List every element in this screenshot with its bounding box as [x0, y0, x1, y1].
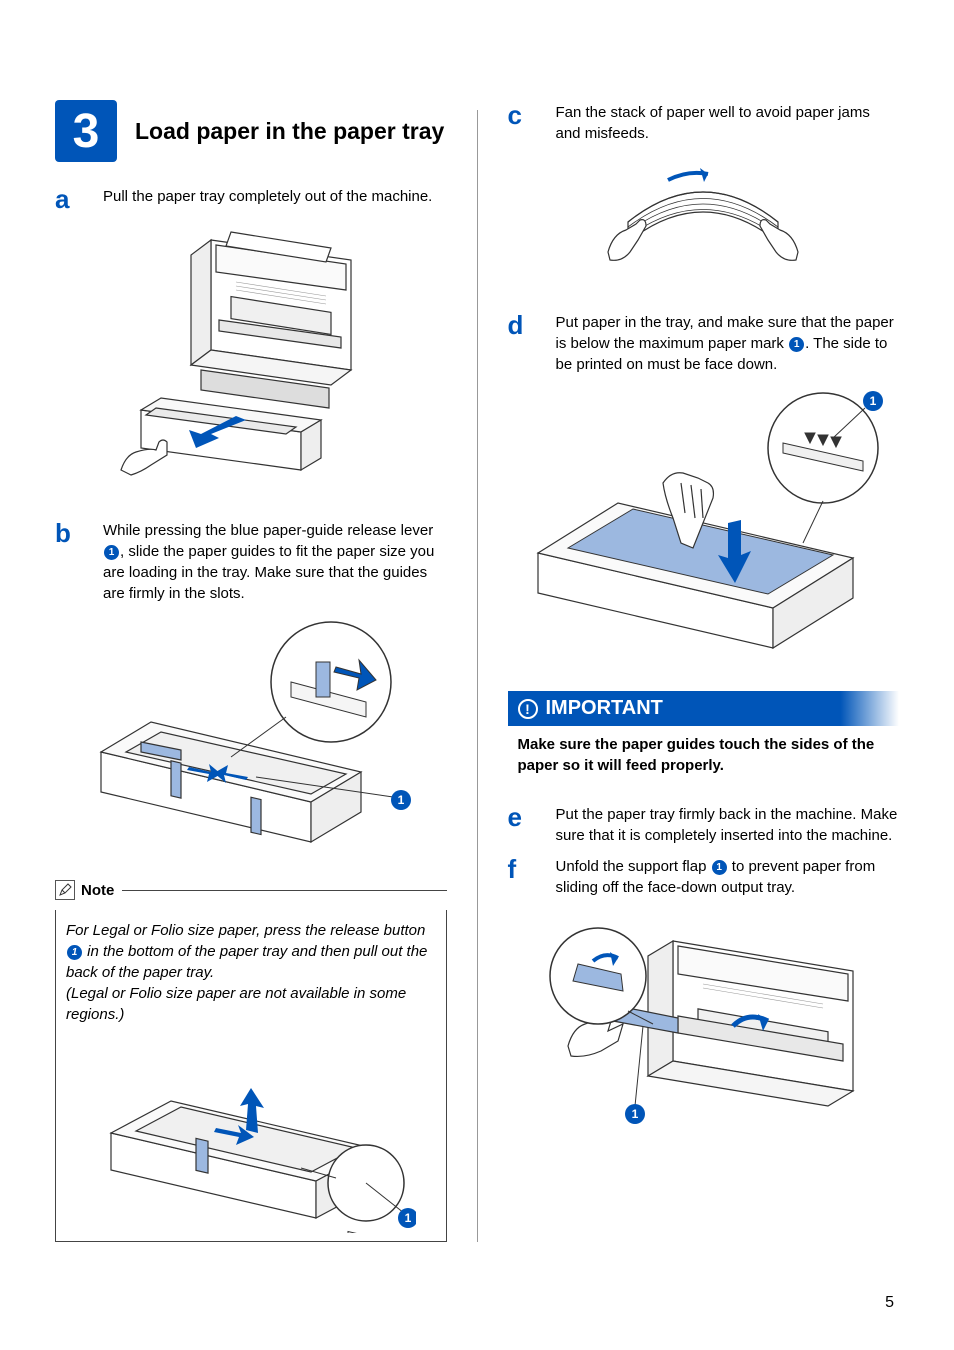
- svg-text:1: 1: [397, 793, 404, 807]
- callout-1-icon: 1: [789, 337, 804, 352]
- substep-text: Pull the paper tray completely out of th…: [103, 184, 432, 212]
- page: 3 Load paper in the paper tray a Pull th…: [0, 0, 954, 1282]
- substep-text: Put the paper tray firmly back in the ma…: [556, 802, 900, 846]
- pencil-icon: [55, 880, 75, 900]
- substep-letter: d: [508, 310, 538, 375]
- figure-f: 1: [508, 906, 900, 1136]
- substep-f: f Unfold the support flap 1 to prevent p…: [508, 854, 900, 898]
- substep-letter: a: [55, 184, 85, 212]
- important-label: IMPORTANT: [546, 697, 663, 720]
- substep-letter: e: [508, 802, 538, 846]
- important-body: Make sure the paper guides touch the sid…: [508, 726, 900, 784]
- important-header: ! IMPORTANT: [508, 691, 900, 726]
- column-divider: [477, 110, 478, 1242]
- figure-d: 1: [508, 383, 900, 673]
- substep-text: While pressing the blue paper-guide rele…: [103, 518, 447, 604]
- substep-a: a Pull the paper tray completely out of …: [55, 184, 447, 212]
- left-column: 3 Load paper in the paper tray a Pull th…: [55, 100, 447, 1242]
- step-header: 3 Load paper in the paper tray: [55, 100, 447, 162]
- substep-letter: f: [508, 854, 538, 898]
- svg-text:1: 1: [870, 394, 877, 408]
- callout-1-icon: 1: [712, 860, 727, 875]
- substep-c: c Fan the stack of paper well to avoid p…: [508, 100, 900, 144]
- right-column: c Fan the stack of paper well to avoid p…: [508, 100, 900, 1242]
- callout-1-icon: 1: [104, 545, 119, 560]
- callout-1-icon: 1: [67, 945, 82, 960]
- page-number: 5: [885, 1294, 894, 1312]
- note-body: For Legal or Folio size paper, press the…: [66, 920, 436, 1025]
- substep-e: e Put the paper tray firmly back in the …: [508, 802, 900, 846]
- warning-icon: !: [518, 699, 538, 719]
- figure-a: [55, 220, 447, 500]
- step-title: Load paper in the paper tray: [135, 117, 444, 146]
- figure-note: 1: [66, 1033, 436, 1233]
- important-box: ! IMPORTANT Make sure the paper guides t…: [508, 691, 900, 784]
- step-number-badge: 3: [55, 100, 117, 162]
- substep-text: Put paper in the tray, and make sure tha…: [556, 310, 900, 375]
- substep-text: Unfold the support flap 1 to prevent pap…: [556, 854, 900, 898]
- figure-c: [508, 152, 900, 292]
- substep-letter: c: [508, 100, 538, 144]
- substep-b: b While pressing the blue paper-guide re…: [55, 518, 447, 604]
- figure-b: 1: [55, 612, 447, 862]
- svg-text:1: 1: [632, 1107, 639, 1121]
- note-label: Note: [81, 882, 114, 899]
- substep-letter: b: [55, 518, 85, 604]
- substep-text: Fan the stack of paper well to avoid pap…: [556, 100, 900, 144]
- svg-text:1: 1: [404, 1211, 411, 1225]
- substep-d: d Put paper in the tray, and make sure t…: [508, 310, 900, 375]
- note-box: Note For Legal or Folio size paper, pres…: [55, 880, 447, 1242]
